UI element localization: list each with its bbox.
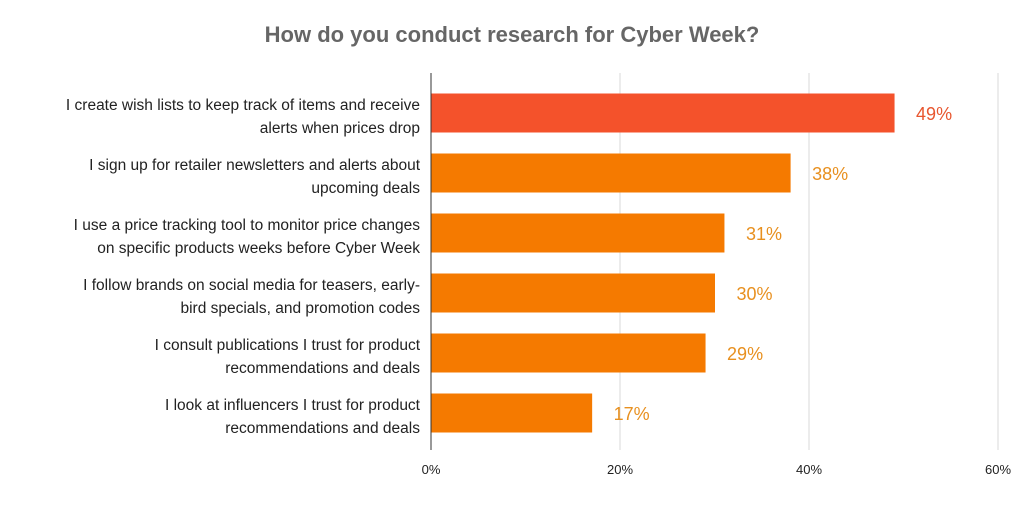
category-labels: I create wish lists to keep track of ite… bbox=[66, 97, 421, 437]
category-label: I consult publications I trust for produ… bbox=[155, 337, 421, 377]
category-label: I sign up for retailer newsletters and a… bbox=[89, 157, 421, 197]
category-label: I look at influencers I trust for produc… bbox=[165, 397, 421, 437]
gridlines bbox=[619, 73, 999, 450]
category-label: I create wish lists to keep track of ite… bbox=[66, 97, 420, 137]
bar bbox=[431, 153, 791, 193]
data-label: 29% bbox=[727, 344, 763, 364]
bars bbox=[431, 93, 895, 433]
bar bbox=[431, 93, 895, 133]
x-axis-ticks: 0% 20% 40% 60% bbox=[422, 462, 1012, 477]
data-label: 30% bbox=[737, 284, 773, 304]
data-label: 17% bbox=[614, 404, 650, 424]
bar bbox=[431, 213, 725, 253]
x-tick-label: 60% bbox=[985, 462, 1011, 477]
bar bbox=[431, 273, 715, 313]
x-tick-label: 40% bbox=[796, 462, 822, 477]
data-labels: 49% 38% 31% 30% 29% 17% bbox=[614, 104, 952, 424]
category-label: I use a price tracking tool to monitor p… bbox=[74, 217, 421, 257]
data-label: 31% bbox=[746, 224, 782, 244]
x-tick-label: 0% bbox=[422, 462, 441, 477]
x-tick-label: 20% bbox=[607, 462, 633, 477]
bar bbox=[431, 393, 593, 433]
data-label: 49% bbox=[916, 104, 952, 124]
bar bbox=[431, 333, 706, 373]
chart-title: How do you conduct research for Cyber We… bbox=[264, 22, 760, 47]
data-label: 38% bbox=[812, 164, 848, 184]
category-label: I follow brands on social media for teas… bbox=[83, 277, 420, 317]
